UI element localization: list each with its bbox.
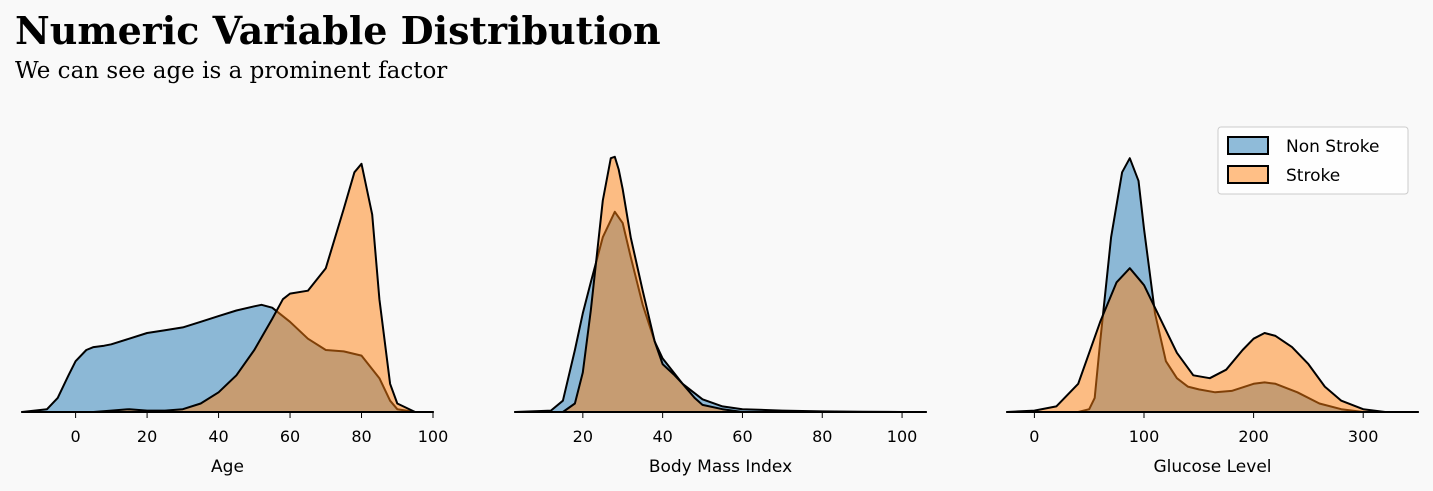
x-tick-label: 20 [573,427,593,446]
kde-area-stroke [1006,267,1419,413]
x-axis-label: Age [211,457,244,477]
x-tick-label: 100 [887,427,918,446]
x-tick-label: 0 [71,427,81,446]
chart-subtitle: We can see age is a prominent factor [15,58,448,84]
panel-body-mass-index: 20 40 60 80 100 Body Mass Index [514,155,927,477]
kde-area-non-stroke [514,210,927,413]
x-tick-label: 40 [652,427,672,446]
chart-title: Numeric Variable Distribution [15,8,661,53]
panel-age: 0 20 40 60 80 100 Age [21,162,449,477]
x-tick-label: 60 [280,427,300,446]
legend-label-non-stroke: Non Stroke [1286,137,1379,157]
legend: Non Stroke Stroke [1217,126,1409,195]
x-tick-label: 80 [351,427,371,446]
x-tick-label: 100 [1129,427,1160,446]
kde-area-stroke [514,155,927,413]
x-axis-label: Glucose Level [1153,457,1271,477]
kde-area-stroke [21,162,434,413]
panel-glucose-level: 0 100 200 300 Glucose Level [1006,157,1419,477]
legend-swatch-non-stroke [1227,136,1269,155]
x-tick-label: 200 [1238,427,1269,446]
kde-area-non-stroke [1006,157,1419,413]
x-tick-label: 20 [137,427,157,446]
x-tick-label: 60 [732,427,752,446]
x-tick-label: 100 [418,427,449,446]
x-tick-label: 300 [1348,427,1379,446]
x-tick-label: 80 [812,427,832,446]
x-tick-label: 40 [208,427,228,446]
x-tick-label: 0 [1029,427,1039,446]
legend-label-stroke: Stroke [1286,166,1340,186]
legend-swatch-stroke [1227,165,1269,184]
x-axis-label: Body Mass Index [649,457,792,477]
